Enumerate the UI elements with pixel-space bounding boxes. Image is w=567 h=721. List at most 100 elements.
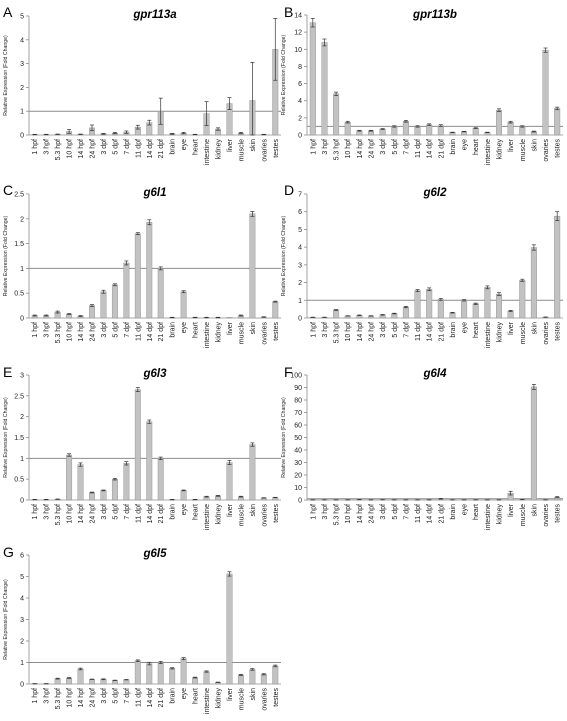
y-tick-label: 5	[20, 574, 24, 581]
x-tick-label: 24 hpf	[369, 139, 376, 159]
x-tick-label: 10 hpf	[67, 504, 74, 524]
x-tick-label: 11 dpf	[415, 504, 422, 523]
x-tick-label: liver	[508, 321, 515, 335]
x-tick-label: muscle	[238, 688, 245, 710]
bar	[507, 310, 514, 319]
x-tick-label: brain	[170, 139, 177, 155]
x-tick-label: 11 dpf	[135, 139, 142, 158]
bar	[146, 663, 153, 685]
bar	[237, 674, 244, 685]
bar	[66, 454, 73, 501]
x-tick-label: 14 hpf	[78, 504, 85, 524]
x-tick-label: 21 dpf	[158, 504, 165, 524]
x-tick-label: 14 dpf	[147, 139, 154, 159]
x-tick-label: 7 dpf	[403, 139, 410, 155]
bar	[66, 677, 73, 685]
y-tick-label: 10	[294, 47, 302, 54]
y-tick-label: 6	[298, 81, 302, 88]
x-tick-label: kidney	[497, 504, 504, 525]
y-tick-label: 2	[20, 85, 24, 92]
x-tick-label: intestine	[204, 504, 211, 530]
x-tick-label: kidney	[497, 139, 504, 160]
bar	[134, 660, 141, 685]
x-tick-label: 14 hpf	[78, 322, 85, 342]
x-tick-label: 3 dpf	[380, 139, 387, 155]
bar	[272, 301, 279, 319]
y-tick-label: 0	[20, 682, 24, 689]
y-tick-label: 80	[294, 398, 302, 405]
x-tick-label: brain	[170, 322, 177, 338]
bar	[226, 462, 233, 501]
x-tick-label: 14 hpf	[78, 139, 85, 159]
x-tick-label: 7 dpf	[124, 688, 131, 704]
y-tick-label: 100	[290, 373, 302, 380]
bar	[226, 573, 233, 685]
bar	[414, 290, 421, 319]
x-tick-label: testes	[555, 139, 562, 158]
y-tick-label: 5	[298, 227, 302, 234]
y-axis-label: Relative Expression (Fold Change)	[3, 397, 9, 478]
x-tick-label: 14 dpf	[427, 322, 434, 342]
x-tick-label: 14 dpf	[147, 688, 154, 708]
x-tick-label: 3 dpf	[101, 688, 108, 704]
x-tick-label: 24 hpf	[90, 688, 97, 708]
x-tick-label: skin	[531, 322, 538, 335]
bar	[519, 126, 526, 136]
y-tick-label: 0	[20, 316, 24, 323]
y-tick-label: 14	[294, 13, 302, 20]
x-tick-label: 3 hpf	[44, 139, 51, 155]
x-tick-label: 1 hpf	[310, 504, 317, 520]
y-tick-label: 40	[294, 448, 302, 455]
x-tick-label: muscle	[520, 322, 527, 344]
x-tick-label: 14 hpf	[357, 504, 364, 524]
y-tick-label: 12	[294, 30, 302, 37]
bar	[437, 125, 444, 136]
x-tick-label: 21 dpf	[438, 504, 445, 524]
bar	[333, 309, 340, 319]
y-tick-label: 0	[20, 133, 24, 140]
x-tick-label: liver	[508, 138, 515, 152]
panel-letter: G	[3, 544, 14, 560]
x-tick-label: 5 dpf	[112, 688, 119, 704]
y-tick-label: 0	[298, 133, 302, 140]
y-axis-label: Relative Expression (Fold Change)	[3, 216, 9, 297]
y-tick-label: 0	[20, 498, 24, 505]
chart-title: g6l4	[422, 368, 447, 380]
y-tick-label: 2.5	[14, 192, 24, 199]
panel-letter: B	[284, 4, 293, 20]
bar	[249, 213, 256, 319]
y-tick-label: 4	[20, 596, 24, 603]
bar	[507, 121, 514, 136]
x-tick-label: 3 hpf	[322, 139, 329, 155]
x-tick-label: heart	[473, 139, 480, 155]
bar	[426, 289, 433, 319]
y-tick-label: 0.5	[14, 477, 24, 484]
bar	[472, 127, 479, 136]
y-tick-label: 0	[298, 498, 302, 505]
x-tick-label: ovaries	[261, 504, 268, 527]
x-tick-label: liver	[508, 503, 515, 517]
x-tick-label: ovaries	[543, 322, 550, 345]
x-tick-label: ovaries	[543, 139, 550, 162]
x-tick-label: 1 hpf	[310, 139, 317, 155]
x-tick-label: skin	[250, 504, 257, 517]
y-axis-label: Relative Expression (Fold Change)	[3, 579, 9, 660]
x-tick-label: eye	[181, 139, 188, 150]
y-axis-label: Relative Expression (Fold Change)	[281, 397, 287, 478]
bar	[391, 126, 398, 136]
x-tick-label: intestine	[204, 688, 211, 714]
x-tick-label: intestine	[485, 139, 492, 165]
bar	[100, 490, 107, 501]
x-tick-label: 21 dpf	[158, 688, 165, 708]
bar	[333, 93, 340, 136]
x-tick-label: 5 dpf	[392, 322, 399, 338]
x-tick-label: heart	[473, 322, 480, 338]
y-tick-label: 1.5	[14, 435, 24, 442]
x-tick-label: 7 dpf	[403, 504, 410, 520]
x-tick-label: eye	[181, 322, 188, 333]
